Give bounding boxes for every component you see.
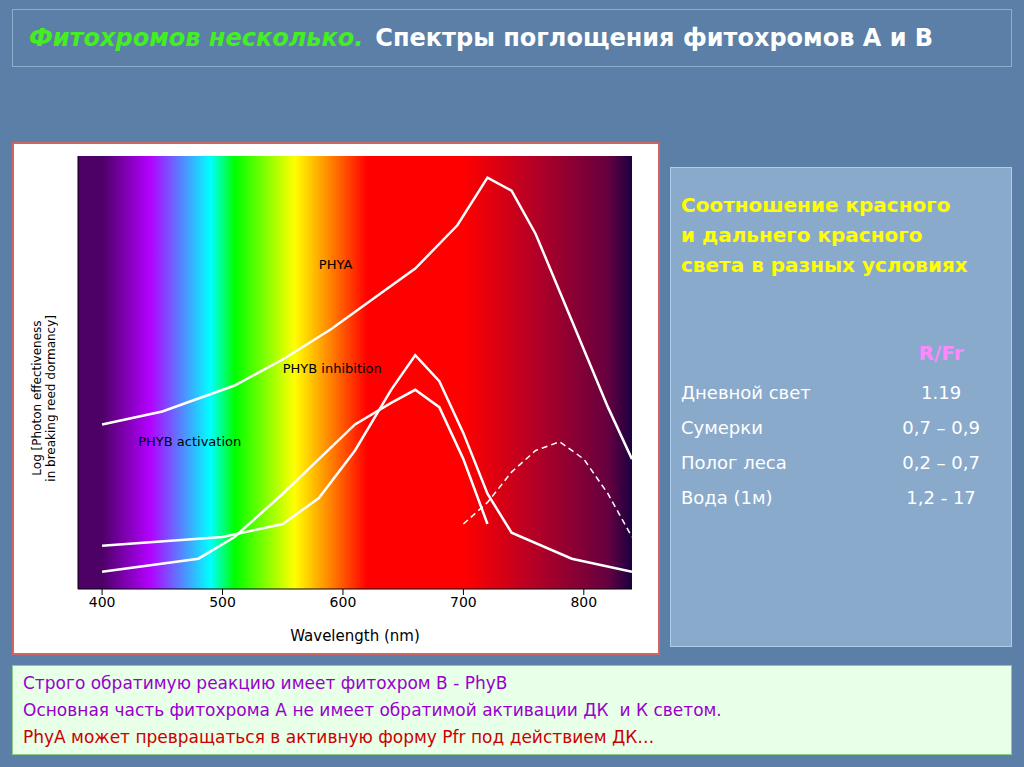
svg-text:800: 800 — [570, 594, 597, 610]
html-text:Соотношение красного и дальнег: Соотношение красного и дальнего красного… — [681, 193, 968, 277]
html-text:Основная часть фитохрома А не: Основная часть фитохрома А не имеет обра… — [23, 700, 722, 720]
html-text:PhyA может превращаться в акти: PhyA может превращаться в активную форму… — [23, 726, 655, 747]
html-text:Спектры поглощения фитохромов: Спектры поглощения фитохромов А и В — [375, 24, 934, 52]
svg-text:400: 400 — [89, 594, 116, 610]
html-text:R/Fr: R/Fr — [918, 341, 964, 365]
html-text:0,2 – 0,7: 0,2 – 0,7 — [902, 452, 980, 473]
html-text:1.19: 1.19 — [921, 382, 962, 403]
svg-text:PHYB inhibition: PHYB inhibition — [283, 361, 382, 376]
html-text:Фитохромов несколько.: Фитохромов несколько. — [29, 24, 364, 52]
html-text:Полог леса: Полог леса — [681, 452, 787, 473]
svg-text:500: 500 — [209, 594, 236, 610]
html-text:Вода (1м): Вода (1м) — [681, 487, 773, 508]
svg-text:PHYA: PHYA — [319, 257, 353, 272]
svg-text:600: 600 — [330, 594, 357, 610]
html-text:0,7 – 0,9: 0,7 – 0,9 — [902, 417, 980, 438]
html-text:Строго обратимую реакцию имеет: Строго обратимую реакцию имеет фитохром … — [23, 673, 508, 694]
html-text:Сумерки: Сумерки — [681, 417, 763, 438]
html-text:1,2 - 17: 1,2 - 17 — [906, 487, 976, 508]
html-text:Log [Photon effectiveness in b: Log [Photon effectiveness in breaking re… — [30, 315, 58, 482]
svg-text:700: 700 — [450, 594, 477, 610]
svg-text:Wavelength (nm): Wavelength (nm) — [290, 627, 420, 645]
svg-text:PHYB activation: PHYB activation — [138, 434, 241, 449]
html-text:Дневной свет: Дневной свет — [681, 382, 811, 403]
